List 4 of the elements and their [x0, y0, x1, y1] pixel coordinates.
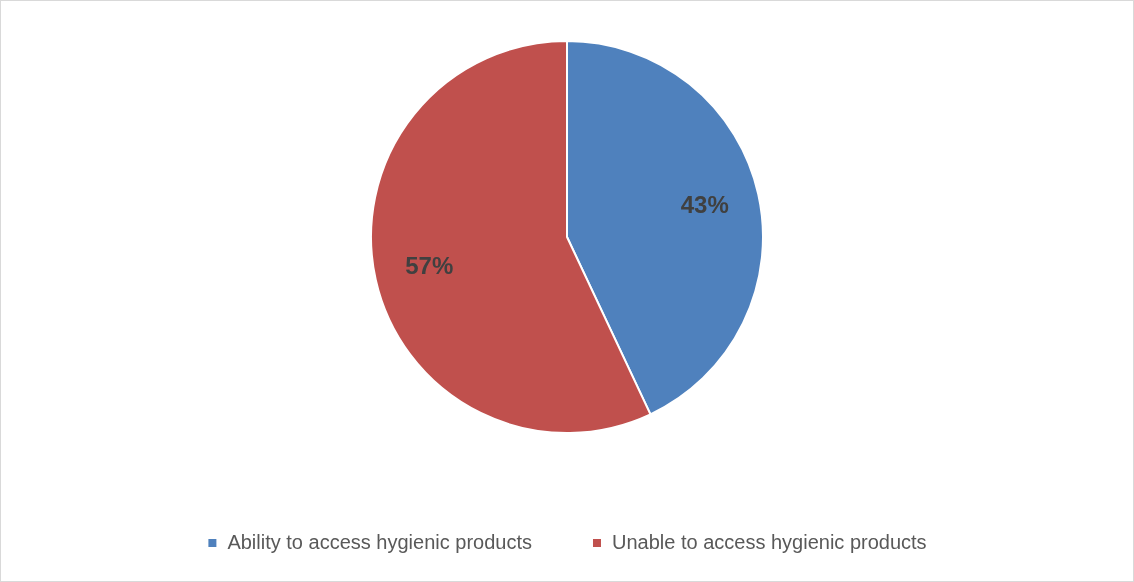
data-label: 57%: [405, 252, 454, 280]
data-label: 43%: [680, 190, 729, 218]
legend-label: Unable to access hygienic products: [611, 530, 927, 553]
legend-label: Ability to access hygienic products: [227, 530, 532, 553]
